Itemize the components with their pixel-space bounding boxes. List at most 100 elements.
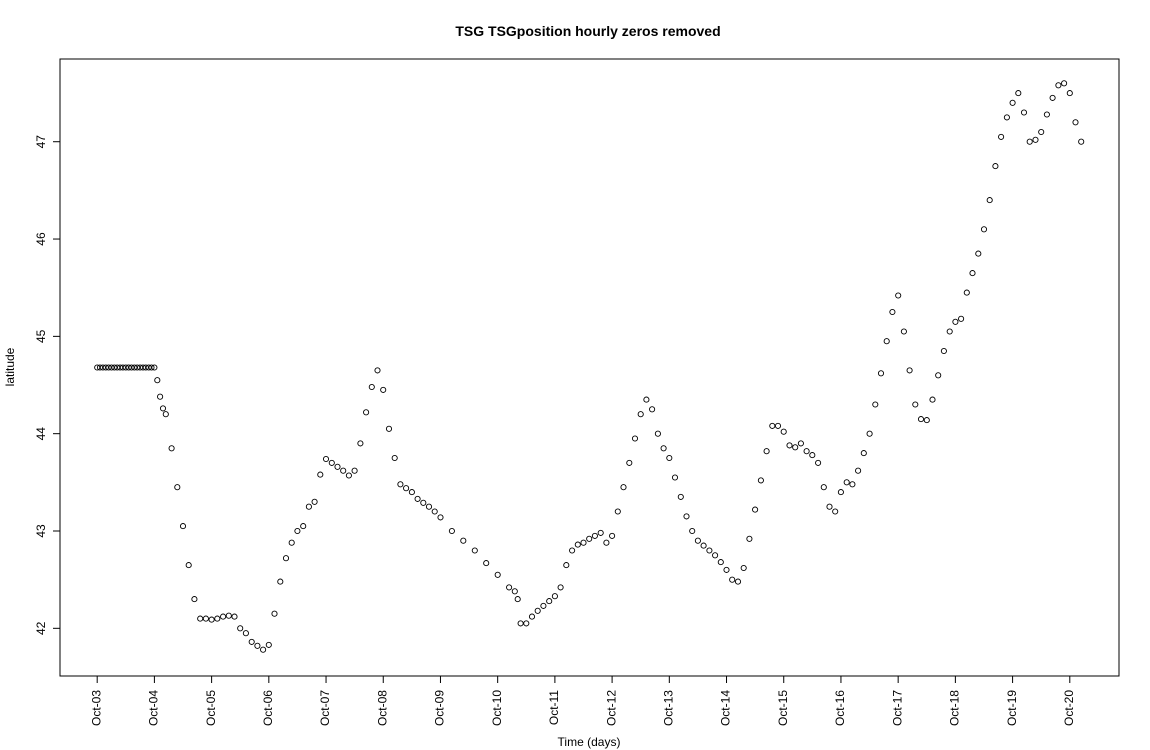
data-point bbox=[1038, 128, 1045, 136]
data-point bbox=[391, 454, 398, 462]
data-point bbox=[1032, 136, 1039, 143]
data-point bbox=[551, 593, 558, 600]
data-point bbox=[717, 559, 724, 566]
data-point bbox=[614, 508, 621, 515]
data-point bbox=[340, 467, 347, 474]
data-point bbox=[300, 523, 307, 530]
data-point bbox=[683, 513, 690, 520]
data-point bbox=[265, 641, 272, 648]
data-point bbox=[734, 578, 742, 585]
data-point bbox=[694, 537, 701, 544]
data-point bbox=[380, 386, 387, 393]
data-point bbox=[282, 555, 290, 562]
data-point bbox=[706, 547, 713, 554]
data-point bbox=[677, 493, 684, 500]
data-point bbox=[935, 372, 942, 379]
y-tick-label: 43 bbox=[34, 524, 48, 538]
x-tick-label: Oct-08 bbox=[375, 690, 389, 726]
data-point bbox=[883, 338, 890, 345]
data-point bbox=[671, 474, 679, 481]
x-tick-label: Oct-16 bbox=[833, 690, 847, 726]
data-point bbox=[528, 613, 536, 620]
data-point bbox=[980, 226, 988, 233]
data-point bbox=[586, 535, 593, 542]
data-point bbox=[546, 598, 553, 605]
data-point bbox=[826, 503, 833, 510]
data-point bbox=[122, 364, 129, 371]
data-point bbox=[723, 566, 730, 573]
data-point bbox=[946, 328, 953, 335]
data-point bbox=[580, 539, 587, 546]
chart-title: TSG TSGposition hourly zeros removed bbox=[455, 23, 720, 39]
data-point bbox=[317, 471, 324, 478]
data-point bbox=[1015, 90, 1022, 97]
data-point bbox=[145, 364, 152, 371]
data-point bbox=[597, 529, 604, 536]
data-point bbox=[843, 479, 850, 486]
data-point bbox=[654, 430, 661, 437]
data-point bbox=[99, 364, 106, 371]
data-point bbox=[288, 539, 295, 546]
data-point bbox=[797, 440, 804, 447]
data-point bbox=[414, 495, 421, 502]
x-tick-label: Oct-09 bbox=[433, 690, 447, 726]
x-tick-label: Oct-10 bbox=[490, 690, 504, 726]
data-point bbox=[114, 364, 121, 371]
data-point bbox=[1072, 119, 1079, 126]
data-point bbox=[523, 620, 530, 627]
x-tick-label: Oct-15 bbox=[776, 690, 790, 726]
data-point bbox=[197, 615, 204, 622]
data-point bbox=[1066, 90, 1073, 97]
data-point bbox=[877, 370, 885, 377]
data-point bbox=[117, 364, 124, 371]
data-point bbox=[609, 532, 616, 539]
data-point bbox=[403, 485, 410, 492]
data-point bbox=[142, 364, 149, 371]
data-point bbox=[975, 250, 982, 257]
data-point bbox=[506, 584, 513, 591]
data-point bbox=[569, 547, 576, 554]
data-point bbox=[563, 562, 570, 569]
data-point bbox=[815, 459, 822, 466]
data-point bbox=[483, 560, 490, 567]
x-tick-label: Oct-05 bbox=[204, 690, 218, 726]
data-point bbox=[1003, 114, 1010, 121]
x-tick-label: Oct-12 bbox=[604, 690, 618, 726]
y-tick-label: 44 bbox=[34, 427, 48, 441]
data-point bbox=[154, 377, 161, 384]
data-point bbox=[1026, 138, 1033, 145]
data-point bbox=[374, 367, 381, 374]
data-point bbox=[125, 364, 132, 371]
data-point bbox=[872, 401, 879, 408]
data-point bbox=[94, 364, 101, 371]
x-tick-label: Oct-03 bbox=[89, 690, 103, 726]
data-point bbox=[351, 467, 358, 474]
data-point bbox=[752, 506, 759, 513]
data-point bbox=[631, 435, 639, 442]
data-point bbox=[311, 498, 318, 505]
data-point bbox=[254, 642, 261, 649]
data-point bbox=[119, 364, 126, 371]
x-axis: Oct-03 Oct-04 Oct-05 Oct-06 Oct-07 Oct-08 Oct-… bbox=[89, 676, 1076, 726]
data-point bbox=[603, 539, 610, 546]
data-point bbox=[1043, 111, 1050, 118]
data-point bbox=[917, 416, 925, 423]
data-point bbox=[277, 578, 284, 585]
data-point bbox=[900, 328, 907, 335]
data-point bbox=[832, 508, 839, 515]
data-point bbox=[660, 445, 667, 452]
data-point bbox=[460, 537, 467, 544]
data-point bbox=[514, 596, 521, 603]
data-point bbox=[137, 364, 144, 371]
data-point bbox=[159, 405, 167, 412]
data-point bbox=[420, 499, 427, 506]
x-tick-label: Oct-17 bbox=[890, 690, 904, 726]
data-point bbox=[557, 584, 564, 591]
data-point bbox=[712, 552, 719, 559]
data-point bbox=[108, 364, 115, 371]
data-point bbox=[643, 396, 650, 403]
data-point bbox=[511, 588, 518, 595]
data-point bbox=[179, 523, 187, 530]
data-point bbox=[271, 610, 278, 617]
data-point bbox=[992, 163, 999, 170]
